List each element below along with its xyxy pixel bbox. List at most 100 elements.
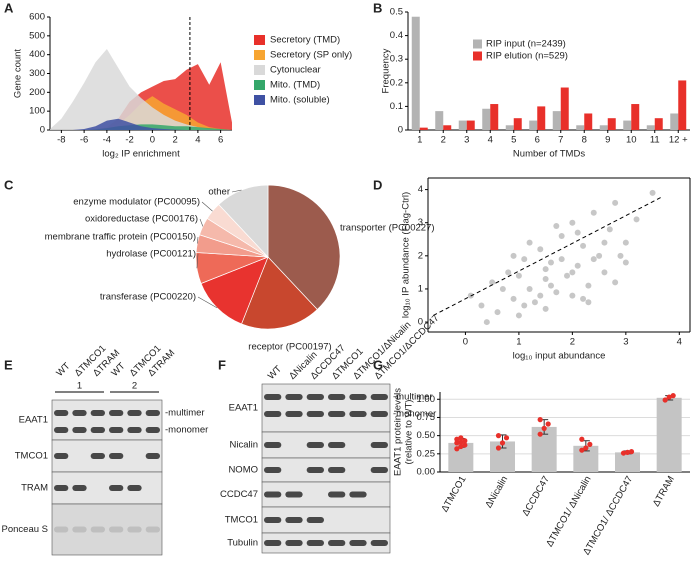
pie-slice <box>267 184 341 310</box>
blot-band <box>370 411 388 417</box>
legend-swatch <box>473 51 482 61</box>
point <box>620 450 627 456</box>
point <box>458 439 464 445</box>
x-tick-label: ΔTMCO1 <box>439 474 468 514</box>
band-label: -monomer <box>393 409 436 420</box>
blot-band <box>285 411 303 417</box>
pie-label: transporter (PC00227) <box>340 223 435 234</box>
point <box>510 295 517 302</box>
point <box>494 309 501 316</box>
legend-label: Secretory (SP only) <box>270 50 352 61</box>
blot-band <box>349 394 367 400</box>
x-tick-label: ΔNicalin <box>483 474 510 510</box>
x-tick-label: 1 <box>417 135 422 146</box>
bar <box>537 106 546 130</box>
bar <box>482 108 491 130</box>
blot-band <box>127 485 142 491</box>
row-label: Ponceau S <box>2 524 48 535</box>
point <box>542 266 549 273</box>
y-tick-label: 600 <box>29 12 45 23</box>
point <box>515 272 522 279</box>
blot-band <box>328 442 346 448</box>
blot-band <box>90 427 105 433</box>
point <box>596 252 603 259</box>
blot-band <box>285 394 303 400</box>
y-axis-label: log₁₀ IP abundance (Flag-Ctrl) <box>401 192 412 318</box>
bar <box>599 125 608 130</box>
bar <box>576 125 585 130</box>
point <box>579 436 585 442</box>
y-tick-label: 0.50 <box>417 430 436 441</box>
point <box>499 440 506 446</box>
bar <box>615 452 640 472</box>
blot-band <box>54 453 69 459</box>
point <box>545 421 551 427</box>
group-label: 1 <box>77 381 82 392</box>
point <box>462 438 468 444</box>
point <box>583 445 589 451</box>
x-tick-label: 4 <box>195 135 200 146</box>
y-axis-label: Gene count <box>13 49 24 98</box>
point <box>521 302 528 309</box>
blot-band <box>145 453 160 459</box>
leader-line <box>197 296 218 309</box>
band-label: -monomer <box>165 425 208 436</box>
blot-band <box>328 394 346 400</box>
blot-band <box>264 491 282 498</box>
point <box>537 417 543 423</box>
blot-band <box>264 467 282 473</box>
x-tick-label: 3 <box>464 135 469 146</box>
legend-swatch <box>473 39 482 49</box>
point <box>454 436 460 442</box>
panel-label: B <box>373 0 382 15</box>
blot-band <box>264 442 282 448</box>
point <box>587 441 593 447</box>
blot-band <box>306 517 324 523</box>
blot-band <box>72 410 87 416</box>
blot-strip <box>261 532 391 554</box>
x-axis-label: log₂ IP enrichment <box>102 149 180 160</box>
panel-label: D <box>373 177 382 192</box>
area <box>50 62 232 131</box>
legend-label: Secretory (TMD) <box>270 35 340 46</box>
point <box>574 262 581 269</box>
blot-band <box>349 411 367 417</box>
x-tick-label: -8 <box>57 135 65 146</box>
bar <box>513 118 522 130</box>
point <box>541 425 547 431</box>
row-label: TRAM <box>21 483 48 494</box>
pie-label: receptor (PC00197) <box>248 342 331 353</box>
bar <box>419 127 428 130</box>
leader-line <box>196 236 199 244</box>
point <box>590 256 597 263</box>
lane-label: WT <box>54 361 72 379</box>
leader-line <box>231 189 242 193</box>
band-label: -multimer <box>393 392 433 403</box>
blot-strip <box>261 431 391 459</box>
area <box>50 118 232 130</box>
bar <box>560 87 569 130</box>
y-tick-label: 0.3 <box>390 54 403 65</box>
leader-line <box>196 253 199 269</box>
x-tick-label: 12 + <box>669 135 688 146</box>
bar <box>631 104 640 130</box>
blot-band <box>370 540 388 546</box>
point <box>537 246 544 253</box>
lane-label: WT <box>266 364 284 382</box>
blot-band <box>145 427 160 433</box>
x-tick-label: 1 <box>516 337 521 348</box>
bar <box>623 120 632 130</box>
bar <box>443 125 452 130</box>
blot-band <box>127 410 142 416</box>
y-tick-label: 0.75 <box>417 412 436 423</box>
x-tick-label: 6 <box>218 135 223 146</box>
blot-band <box>109 453 124 459</box>
x-tick-label: 0 <box>463 337 468 348</box>
blot-band <box>109 427 124 433</box>
x-tick-label: 10 <box>626 135 637 146</box>
point <box>666 394 672 400</box>
blot-band <box>285 517 303 523</box>
x-tick-label: 0 <box>150 135 155 146</box>
panel-label: F <box>218 357 226 372</box>
row-label: EAAT1 <box>19 415 48 426</box>
